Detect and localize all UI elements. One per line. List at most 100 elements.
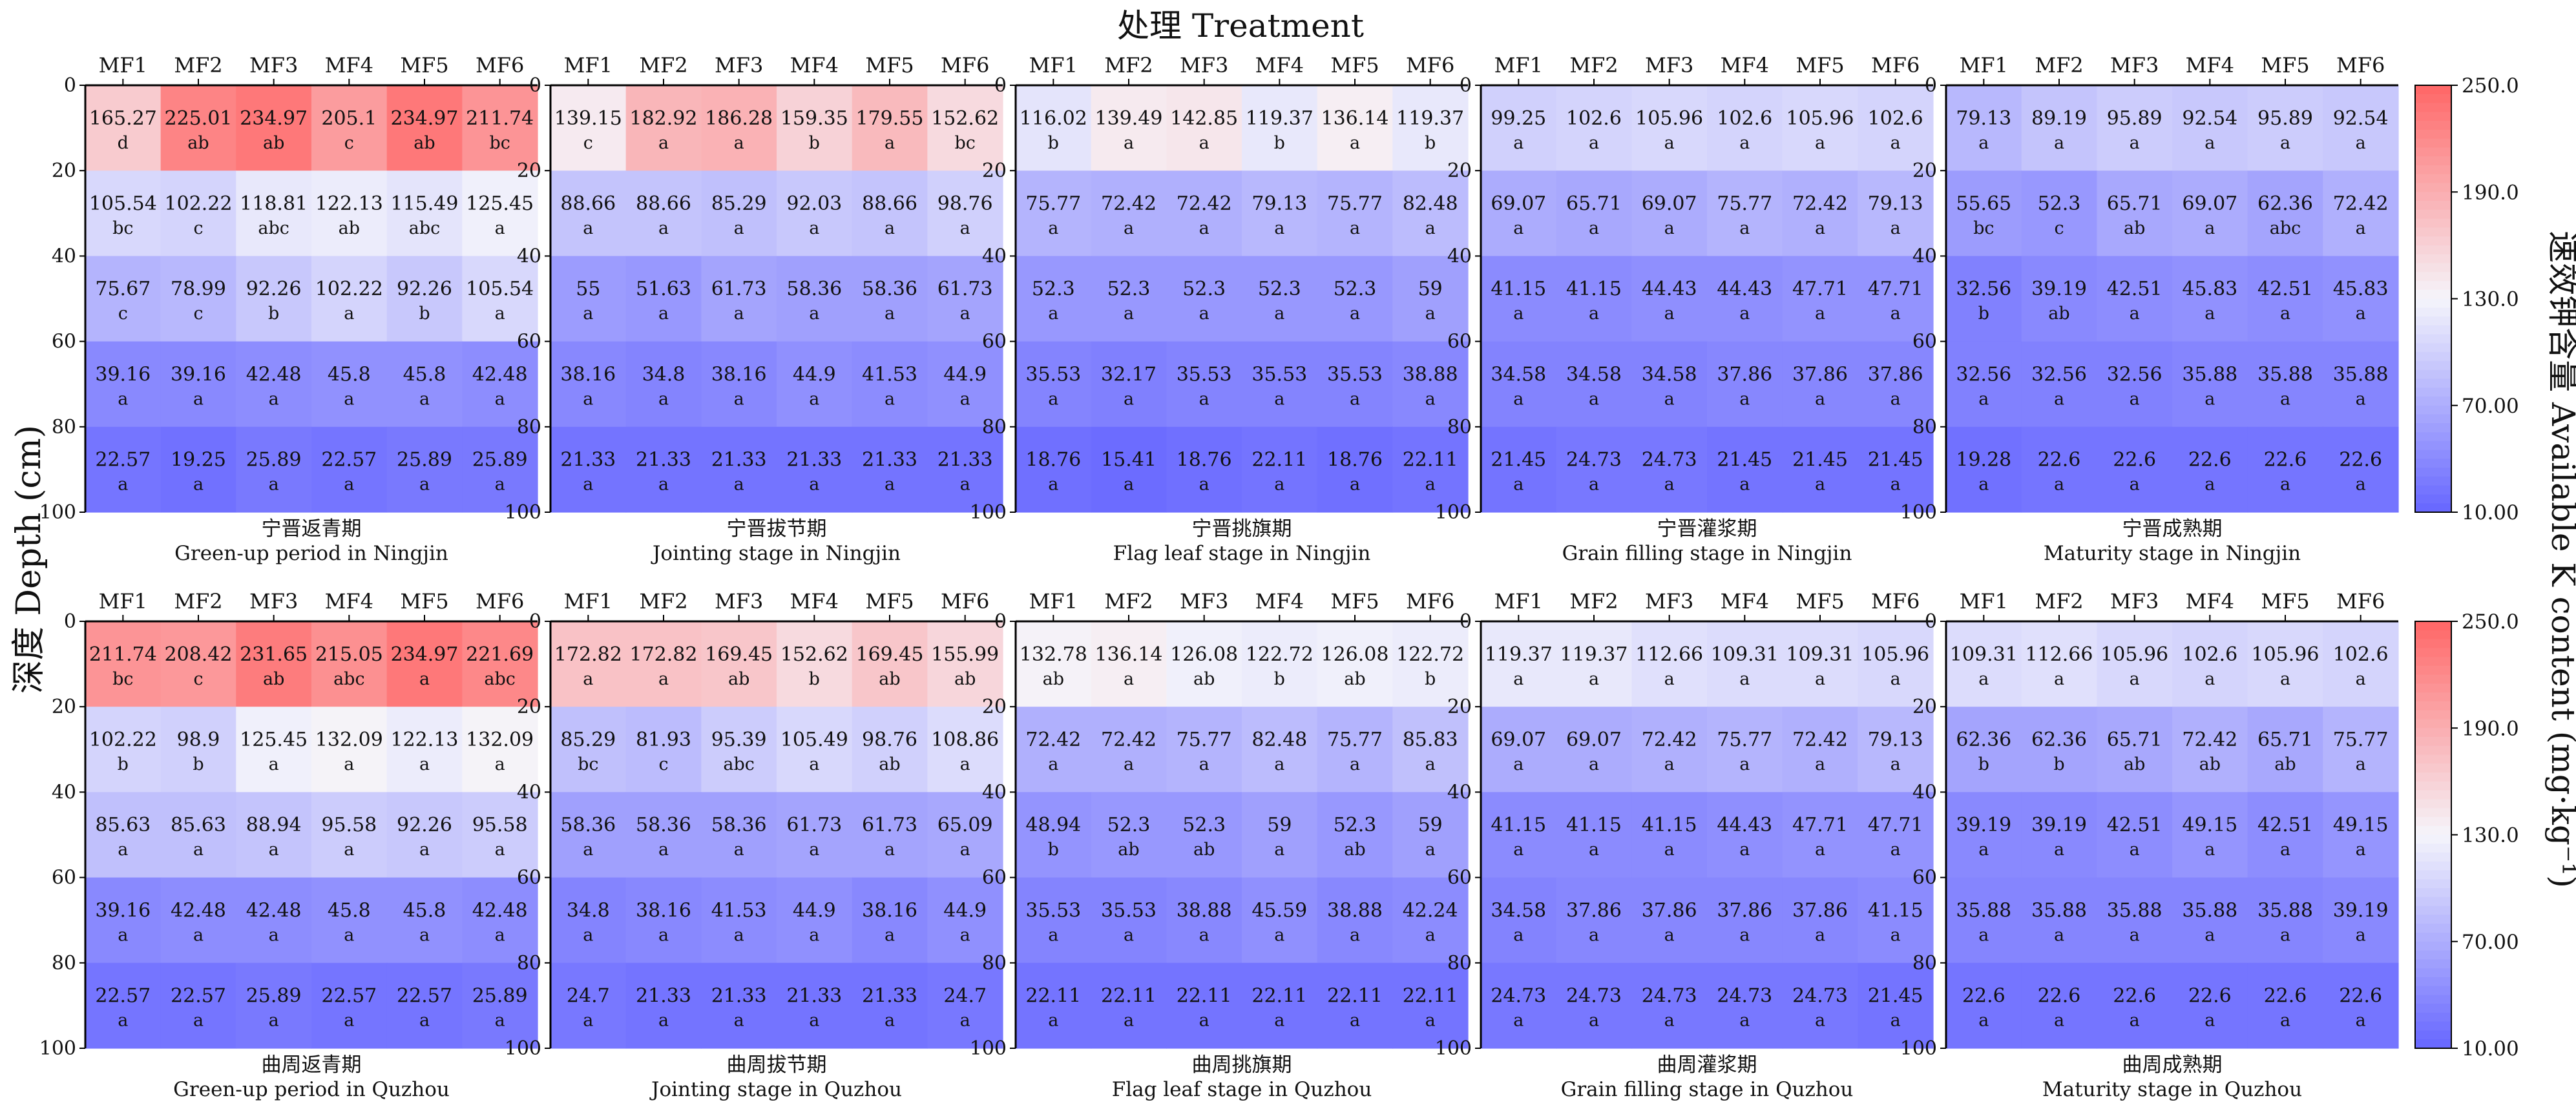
- heatmap-cell: [462, 426, 538, 513]
- cell-value-label: 125.45: [240, 729, 308, 751]
- cell-value-label: 98.76: [862, 729, 917, 751]
- cell-significance-letter: c: [658, 754, 668, 774]
- colorbar-band: [2415, 494, 2451, 504]
- cell-significance-letter: a: [1589, 389, 1599, 409]
- cell-significance-letter: ab: [414, 133, 435, 153]
- cell-significance-letter: a: [269, 925, 279, 945]
- cell-value-label: 39.19: [2333, 899, 2389, 922]
- treatment-tick-label: MF3: [715, 589, 763, 614]
- depth-tick-label: 40: [52, 781, 76, 803]
- cell-value-label: 37.86: [1792, 363, 1848, 386]
- cell-significance-letter: a: [2280, 304, 2290, 324]
- depth-tick-label: 20: [1447, 696, 1472, 718]
- heatmap-cell: [1317, 171, 1393, 256]
- heatmap-cell: [1858, 341, 1934, 428]
- cell-value-label: 95.58: [321, 814, 377, 836]
- heatmap-cell: [1166, 621, 1242, 707]
- cell-value-label: 25.89: [246, 449, 302, 471]
- cell-value-label: 32.56: [2031, 363, 2087, 386]
- cell-significance-letter: a: [2054, 389, 2064, 409]
- heatmap-cell: [1016, 85, 1092, 171]
- colorbar-band: [2415, 369, 2451, 380]
- cell-value-label: 109.31: [1950, 643, 2018, 666]
- heatmap-cell: [625, 621, 702, 707]
- treatment-tick-label: MF1: [1960, 589, 2008, 614]
- colorbar-tick-label: 10.00: [2462, 1037, 2519, 1061]
- heatmap-cell: [777, 877, 853, 964]
- heatmap-cell: [1242, 962, 1318, 1049]
- cell-value-label: 32.56: [1956, 363, 2011, 386]
- depth-tick-label: 100: [39, 1037, 76, 1060]
- colorbar-band: [2415, 648, 2451, 657]
- cell-significance-letter: a: [1815, 669, 1825, 689]
- colorbar-tick-label: 190.0: [2462, 181, 2519, 204]
- cell-value-label: 21.33: [862, 985, 917, 1008]
- heatmap-cell: [625, 877, 702, 964]
- colorbar-band: [2415, 986, 2451, 995]
- cell-value-label: 105.96: [1635, 107, 1703, 130]
- treatment-tick-label: MF6: [476, 53, 524, 78]
- cell-value-label: 215.05: [315, 643, 383, 666]
- heatmap-cell: [1707, 426, 1783, 513]
- cell-significance-letter: a: [1350, 475, 1360, 495]
- cell-significance-letter: a: [1739, 840, 1750, 860]
- treatment-tick-label: MF4: [1721, 53, 1769, 78]
- colorbar-band: [2415, 816, 2451, 827]
- cell-significance-letter: b: [193, 754, 204, 774]
- cell-value-label: 22.6: [2113, 449, 2156, 471]
- colorbar-band: [2415, 737, 2451, 747]
- cell-significance-letter: a: [1739, 133, 1750, 153]
- heatmap-cell: [2097, 962, 2173, 1049]
- cell-value-label: 65.71: [1566, 192, 1622, 215]
- cell-significance-letter: a: [2054, 669, 2064, 689]
- depth-tick-label: 20: [1447, 160, 1472, 182]
- cell-significance-letter: a: [1124, 925, 1134, 945]
- heatmap-cell: [2323, 426, 2399, 513]
- cell-value-label: 72.42: [2182, 729, 2237, 751]
- y-axis-label: 深度 Depth (cm): [10, 425, 48, 694]
- cell-value-label: 42.48: [246, 363, 302, 386]
- heatmap-cell: [2097, 171, 2173, 256]
- heatmap-cell: [1556, 877, 1632, 964]
- cell-significance-letter: d: [118, 133, 129, 153]
- heatmap-cell: [160, 707, 236, 792]
- heatmap-cell: [1392, 621, 1469, 707]
- treatment-tick-label: MF1: [1029, 589, 1078, 614]
- treatment-tick-label: MF2: [639, 589, 687, 614]
- cell-significance-letter: a: [809, 1011, 819, 1031]
- cell-value-label: 221.69: [466, 643, 534, 666]
- cell-value-label: 24.73: [1792, 985, 1848, 1008]
- cell-significance-letter: a: [1664, 925, 1675, 945]
- cell-significance-letter: ab: [2199, 754, 2221, 774]
- heatmap-cell: [2323, 256, 2399, 342]
- cell-value-label: 21.45: [1792, 449, 1848, 471]
- treatment-tick-label: MF6: [941, 589, 989, 614]
- cell-significance-letter: a: [419, 389, 430, 409]
- cell-significance-letter: a: [583, 304, 593, 324]
- cell-significance-letter: ab: [339, 218, 360, 238]
- cell-value-label: 49.15: [2182, 814, 2237, 836]
- colorbar-band: [2415, 888, 2451, 898]
- depth-tick-label: 20: [52, 160, 76, 182]
- treatment-tick-label: MF5: [865, 53, 914, 78]
- colorbar-tick-label: 130.0: [2462, 824, 2519, 847]
- heatmap-cell: [2323, 621, 2399, 707]
- depth-tick-label: 20: [1912, 696, 1937, 718]
- heatmap-cell: [1242, 426, 1318, 513]
- heatmap-cell: [462, 341, 538, 428]
- cell-value-label: 38.88: [1177, 899, 1232, 922]
- heatmap-cell: [1317, 341, 1393, 428]
- cell-value-label: 38.16: [636, 899, 691, 922]
- heatmap-cell: [1392, 792, 1469, 878]
- treatment-tick-label: MF6: [2336, 589, 2385, 614]
- cell-value-label: 21.45: [1717, 449, 1772, 471]
- colorbars: 250.0 190.0 130.0 70.00 10.00 250.0 190.0 130.0…: [2414, 74, 2519, 1061]
- cell-significance-letter: a: [1890, 669, 1901, 689]
- heatmap-cell: [1782, 707, 1858, 792]
- cell-significance-letter: a: [1589, 218, 1599, 238]
- depth-tick-label: 60: [1447, 331, 1472, 353]
- cell-significance-letter: a: [583, 1011, 593, 1031]
- heatmap-panel: 132.78ab136.14a126.08ab122.72b126.08ab12…: [970, 589, 1469, 1101]
- cell-significance-letter: a: [1890, 218, 1901, 238]
- cell-value-label: 22.6: [2188, 449, 2232, 471]
